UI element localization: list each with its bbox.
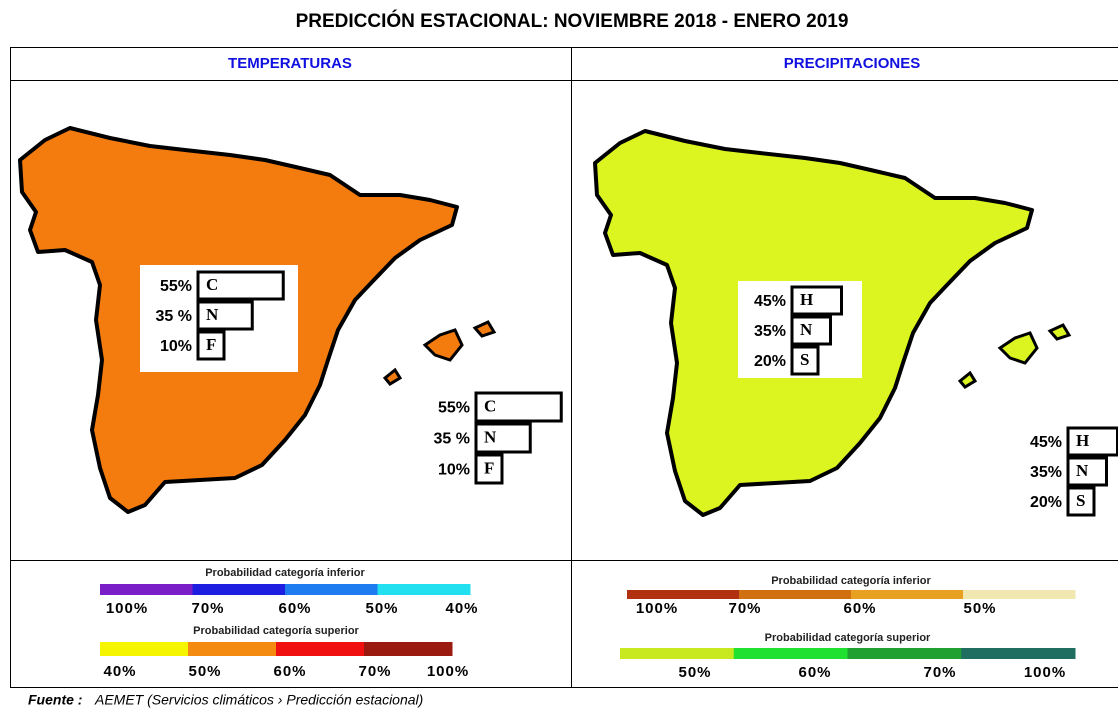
legend-swatch — [285, 584, 378, 595]
legend-label: 40% — [103, 663, 136, 680]
prob-label: 35 % — [156, 308, 192, 325]
island — [1000, 333, 1037, 363]
legend-label: 100% — [106, 600, 148, 617]
category-letter: N — [206, 305, 219, 324]
legend-label: 50% — [963, 600, 996, 617]
prob-label: 35% — [754, 323, 786, 340]
legend-swatch — [963, 590, 1076, 599]
legend-label: 60% — [843, 600, 876, 617]
legend-label: 50% — [678, 664, 711, 681]
category-letter: H — [800, 290, 813, 309]
island — [425, 330, 462, 360]
category-letter: C — [484, 396, 496, 415]
legend-label: 70% — [728, 600, 761, 617]
category-letter: S — [800, 350, 809, 369]
category-letter: N — [800, 320, 813, 339]
legend-label: 60% — [278, 600, 311, 617]
legend-label: 100% — [427, 663, 469, 680]
category-letter: C — [206, 275, 218, 294]
prob-label: 10% — [160, 338, 192, 355]
source-label: Fuente : — [28, 692, 82, 708]
prob-label: 45% — [754, 293, 786, 310]
legend-label: 40% — [445, 600, 478, 617]
legend-swatch — [739, 590, 852, 599]
legend-swatch — [734, 648, 848, 659]
legend-swatch — [276, 642, 365, 656]
source-text: AEMET (Servicios climáticos › Predicción… — [94, 692, 423, 708]
legend-title: Probabilidad categoría superior — [193, 625, 359, 637]
category-letter: F — [206, 335, 216, 354]
legend-swatch — [627, 590, 740, 599]
legend-swatch — [620, 648, 734, 659]
legend-label: 60% — [798, 664, 831, 681]
prob-label: 35% — [1030, 464, 1062, 481]
legend-label: 70% — [923, 664, 956, 681]
legend-swatch — [851, 590, 964, 599]
legend-swatch — [100, 584, 193, 595]
legend-title: Probabilidad categoría inferior — [771, 575, 931, 587]
prob-label: 45% — [1030, 434, 1062, 451]
prob-label: 35 % — [434, 431, 470, 448]
legend-swatch — [961, 648, 1075, 659]
category-letter: N — [484, 427, 497, 446]
legend-swatch — [188, 642, 277, 656]
legend-label: 50% — [365, 600, 398, 617]
island — [475, 322, 494, 336]
island — [385, 370, 400, 384]
legend-label: 60% — [273, 663, 306, 680]
legend-label: 100% — [1024, 664, 1066, 681]
category-letter: H — [1076, 431, 1089, 450]
island — [1050, 325, 1069, 339]
legend-swatch — [378, 584, 471, 595]
panel-header: TEMPERATURAS — [228, 55, 352, 72]
panel-header: PRECIPITACIONES — [784, 55, 920, 72]
category-letter: F — [484, 458, 494, 477]
legend-label: 50% — [188, 663, 221, 680]
category-letter: S — [1076, 491, 1085, 510]
legend-label: 100% — [636, 600, 678, 617]
island — [960, 373, 975, 387]
prob-label: 10% — [438, 462, 470, 479]
prob-label: 20% — [1030, 494, 1062, 511]
legend-swatch — [100, 642, 189, 656]
legend-swatch — [364, 642, 453, 656]
page-title: PREDICCIÓN ESTACIONAL: NOVIEMBRE 2018 - … — [296, 10, 849, 32]
prob-label: 55% — [438, 400, 470, 417]
legend-label: 70% — [191, 600, 224, 617]
legend-label: 70% — [358, 663, 391, 680]
prob-label: 55% — [160, 278, 192, 295]
legend-title: Probabilidad categoría superior — [765, 632, 931, 644]
prob-label: 20% — [754, 353, 786, 370]
legend-title: Probabilidad categoría inferior — [205, 567, 365, 579]
legend-swatch — [848, 648, 962, 659]
category-letter: N — [1076, 461, 1089, 480]
legend-swatch — [193, 584, 286, 595]
